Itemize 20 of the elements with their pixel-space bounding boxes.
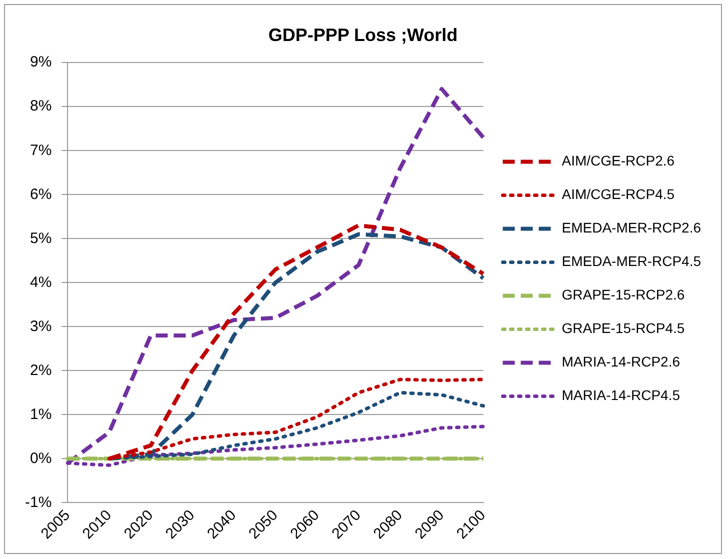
legend-label: GRAPE-15-RCP4.5 [562, 320, 685, 336]
legend-label: AIM/CGE-RCP2.6 [562, 152, 675, 169]
y-tick-label: 7% [30, 142, 52, 159]
y-tick-label: 1% [30, 406, 52, 423]
y-tick-label: 6% [30, 186, 52, 203]
y-tick-label: 9% [30, 54, 52, 71]
legend-label: EMEDA-MER-RCP4.5 [562, 253, 702, 270]
legend-label: GRAPE-15-RCP2.6 [562, 286, 685, 303]
legend-label: EMEDA-MER-RCP2.6 [562, 220, 702, 236]
legend-label: AIM/CGE-RCP4.5 [562, 186, 675, 202]
y-tick-label: 0% [30, 450, 52, 467]
chart-title: GDP-PPP Loss ;World [268, 24, 458, 45]
y-tick-label: 2% [30, 362, 52, 379]
legend-label: MARIA-14-RCP2.6 [562, 354, 680, 370]
y-tick-label: 4% [30, 274, 52, 291]
legend-label: MARIA-14-RCP4.5 [562, 387, 680, 404]
y-tick-label: 3% [30, 318, 52, 335]
y-tick-label: 8% [30, 98, 52, 115]
y-tick-label: -1% [24, 494, 52, 511]
y-tick-label: 5% [30, 230, 52, 247]
